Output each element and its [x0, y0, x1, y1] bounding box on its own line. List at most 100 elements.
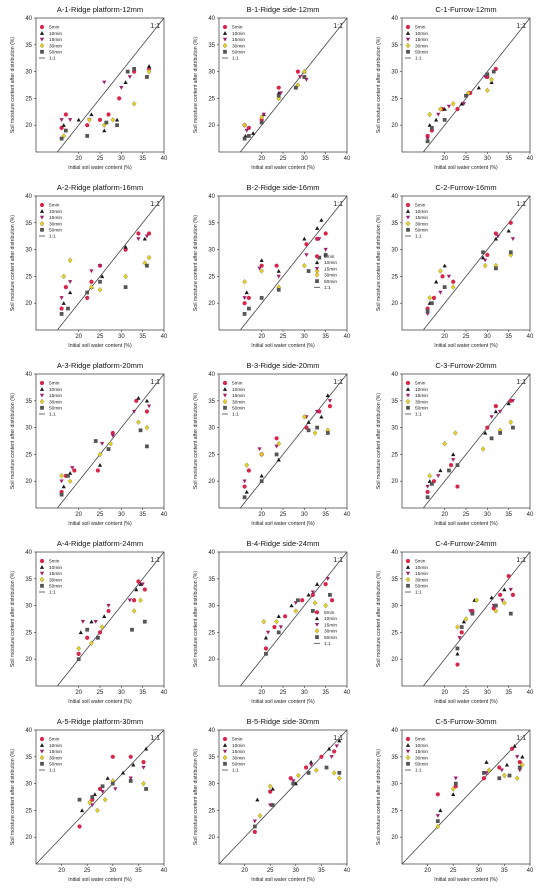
x-axis-label: Initial soil water content (%)	[434, 521, 498, 527]
data-point	[514, 775, 520, 781]
data-point	[66, 306, 70, 311]
data-point	[130, 627, 134, 632]
legend-marker	[40, 227, 44, 232]
y-tick-label: 35	[25, 43, 32, 49]
data-point	[89, 279, 94, 284]
legend-label: 1:1	[49, 590, 56, 596]
y-tick-label: 25	[208, 96, 215, 102]
legend-label: 50min	[415, 584, 428, 590]
data-point	[319, 218, 324, 222]
data-point	[146, 64, 152, 68]
y-tick-label: 35	[25, 221, 32, 227]
data-point	[482, 770, 486, 775]
data-point	[77, 824, 82, 829]
data-point	[306, 420, 311, 424]
data-point	[263, 646, 269, 651]
y-tick-label: 20	[208, 123, 215, 129]
data-point	[438, 808, 443, 813]
data-point	[304, 253, 309, 258]
x-tick-label: 35	[501, 868, 508, 874]
legend-label: 30min	[232, 43, 245, 49]
series-30min	[61, 254, 152, 293]
chart-panel: C-2-Furrow-16mm 1:1 20 25 30 35 40 20 25 30 35 40 In…	[376, 183, 534, 349]
one-to-one-line	[57, 17, 165, 153]
data-point	[495, 234, 501, 239]
series-50min	[242, 75, 307, 141]
one-to-one-label: 1:1	[516, 23, 526, 30]
data-point	[261, 112, 266, 117]
legend-label: 1:1	[324, 285, 331, 291]
data-point	[142, 619, 147, 624]
legend-label: 15min	[49, 393, 62, 399]
legend-marker	[315, 635, 319, 639]
y-tick-label: 20	[391, 479, 398, 485]
y-tick-label: 30	[208, 782, 215, 788]
x-tick-label: 30	[301, 512, 308, 518]
data-point	[251, 131, 256, 135]
chart-title: A-3-Ridge platform-20mm	[57, 361, 143, 370]
legend-marker	[222, 31, 228, 35]
data-point	[435, 819, 440, 824]
legend-marker	[39, 749, 45, 754]
legend-marker	[406, 583, 410, 588]
data-point	[451, 452, 456, 457]
data-point	[85, 295, 90, 300]
series-50min	[425, 425, 515, 500]
legend-label: 1:1	[415, 768, 422, 774]
data-point	[453, 430, 458, 436]
series-30min	[427, 252, 514, 301]
data-point	[97, 117, 103, 122]
data-point	[464, 93, 468, 98]
legend-marker	[222, 37, 228, 42]
data-point	[106, 447, 111, 451]
chart-title: A-2-Ridge platform-16mm	[57, 183, 143, 192]
x-axis-label: Initial soil water content (%)	[251, 165, 315, 171]
x-tick-label: 30	[109, 868, 116, 874]
x-tick-label: 40	[161, 334, 168, 340]
legend-marker	[40, 405, 44, 410]
legend-label: 10min	[324, 616, 337, 622]
data-point	[302, 68, 307, 75]
legend-label: 5min	[49, 381, 60, 387]
x-tick-label: 30	[475, 868, 482, 874]
data-point	[425, 136, 430, 141]
legend-label: 1:1	[49, 56, 56, 62]
x-tick-label: 40	[527, 868, 534, 874]
data-point	[87, 799, 93, 806]
data-point	[246, 468, 251, 473]
data-point	[252, 819, 257, 824]
data-point	[59, 296, 64, 300]
data-point	[453, 781, 458, 786]
data-point	[450, 101, 456, 107]
x-axis-label: Initial soil water content (%)	[251, 343, 315, 349]
data-point	[97, 463, 103, 467]
data-point	[105, 776, 110, 780]
data-point	[141, 760, 146, 765]
data-point	[244, 462, 250, 468]
legend-marker	[40, 761, 44, 766]
one-to-one-line	[240, 17, 348, 153]
x-axis-label: Initial soil water content (%)	[68, 521, 132, 527]
legend-label: 10min	[49, 209, 62, 215]
data-point	[427, 479, 432, 483]
series-15min	[425, 75, 488, 141]
x-tick-label: 40	[344, 512, 351, 518]
y-tick-label: 25	[25, 808, 32, 814]
y-tick-label: 25	[25, 274, 32, 280]
data-point	[110, 433, 115, 438]
legend-label: 50min	[415, 406, 428, 412]
series-10min	[427, 401, 511, 483]
y-tick-label: 40	[208, 194, 215, 200]
legend-label: 15min	[49, 571, 62, 577]
x-tick-label: 20	[441, 690, 448, 696]
x-tick-label: 30	[118, 512, 125, 518]
data-point	[325, 431, 330, 435]
legend-label: 30min	[49, 43, 62, 49]
data-point	[244, 128, 249, 133]
x-tick-label: 30	[484, 690, 491, 696]
y-tick-label: 40	[391, 728, 398, 734]
y-tick-label: 20	[25, 835, 32, 841]
x-axis-label: Initial soil water content (%)	[434, 877, 498, 883]
